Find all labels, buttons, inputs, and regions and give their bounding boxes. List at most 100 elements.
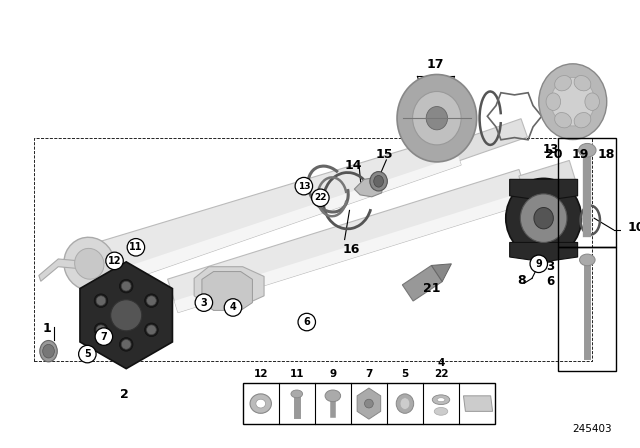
Polygon shape — [509, 242, 578, 262]
Ellipse shape — [437, 398, 445, 402]
Text: 7: 7 — [365, 369, 372, 379]
Circle shape — [295, 177, 312, 195]
Circle shape — [312, 189, 329, 207]
Text: 5: 5 — [401, 369, 408, 379]
Text: 245403: 245403 — [572, 424, 612, 434]
Text: 20: 20 — [545, 147, 562, 160]
Polygon shape — [519, 160, 576, 198]
Ellipse shape — [43, 345, 54, 358]
Ellipse shape — [120, 280, 133, 293]
Polygon shape — [357, 388, 381, 419]
Ellipse shape — [555, 112, 572, 128]
Ellipse shape — [579, 143, 596, 157]
Polygon shape — [194, 267, 264, 306]
Polygon shape — [355, 177, 383, 197]
Circle shape — [530, 255, 548, 272]
Text: 6: 6 — [547, 275, 554, 288]
Ellipse shape — [534, 207, 554, 229]
Circle shape — [79, 345, 96, 363]
Text: 4
22: 4 22 — [434, 358, 448, 379]
Polygon shape — [168, 169, 529, 313]
Text: 8: 8 — [517, 274, 525, 287]
Ellipse shape — [520, 194, 567, 242]
Polygon shape — [39, 259, 79, 281]
Ellipse shape — [413, 91, 461, 145]
Ellipse shape — [432, 395, 450, 405]
Text: 11: 11 — [289, 369, 304, 379]
Ellipse shape — [147, 325, 156, 335]
Ellipse shape — [546, 93, 561, 110]
Text: 4: 4 — [230, 302, 236, 313]
Polygon shape — [509, 179, 578, 201]
Circle shape — [298, 313, 316, 331]
Text: 6: 6 — [303, 317, 310, 327]
Ellipse shape — [400, 398, 410, 409]
Polygon shape — [451, 119, 527, 161]
Text: 15: 15 — [376, 147, 393, 160]
Circle shape — [195, 294, 212, 311]
Bar — [558, 138, 616, 247]
Ellipse shape — [75, 248, 104, 279]
Polygon shape — [463, 396, 493, 411]
Text: 3: 3 — [200, 297, 207, 308]
Ellipse shape — [396, 394, 413, 414]
Ellipse shape — [40, 340, 57, 362]
Ellipse shape — [147, 296, 156, 306]
Bar — [243, 383, 495, 424]
Circle shape — [127, 239, 145, 256]
Ellipse shape — [96, 325, 106, 335]
Ellipse shape — [291, 390, 303, 398]
Text: 21: 21 — [423, 282, 441, 295]
Ellipse shape — [122, 281, 131, 291]
Ellipse shape — [94, 323, 108, 336]
Ellipse shape — [325, 390, 340, 402]
Circle shape — [106, 252, 124, 270]
Bar — [558, 247, 616, 370]
Polygon shape — [90, 135, 461, 289]
Ellipse shape — [426, 107, 447, 130]
Ellipse shape — [580, 254, 595, 266]
Ellipse shape — [574, 112, 591, 128]
Text: 9: 9 — [536, 259, 542, 269]
Text: 14: 14 — [344, 159, 362, 172]
Ellipse shape — [397, 74, 477, 162]
Text: 13: 13 — [542, 143, 559, 156]
Text: 10: 10 — [627, 221, 640, 234]
Ellipse shape — [96, 296, 106, 306]
Text: 7: 7 — [100, 332, 108, 342]
Text: 3: 3 — [547, 260, 554, 273]
Ellipse shape — [539, 64, 607, 139]
Text: 1: 1 — [42, 323, 51, 336]
Ellipse shape — [120, 338, 133, 351]
Text: 19: 19 — [572, 147, 589, 160]
Polygon shape — [174, 191, 529, 313]
Text: 9: 9 — [329, 369, 337, 379]
Text: 13: 13 — [298, 181, 310, 191]
Ellipse shape — [256, 399, 266, 408]
Ellipse shape — [555, 76, 572, 91]
Text: 17: 17 — [426, 58, 444, 71]
Text: 11: 11 — [129, 242, 143, 252]
Text: 18: 18 — [598, 147, 616, 160]
Ellipse shape — [434, 408, 448, 415]
Polygon shape — [403, 265, 442, 301]
Polygon shape — [100, 156, 461, 289]
Ellipse shape — [122, 340, 131, 349]
Circle shape — [224, 299, 242, 316]
Polygon shape — [431, 264, 451, 282]
Ellipse shape — [111, 300, 141, 331]
Text: 2: 2 — [120, 388, 129, 401]
Text: 5: 5 — [84, 349, 91, 359]
Text: 22: 22 — [314, 193, 326, 202]
Text: 16: 16 — [343, 243, 360, 256]
Polygon shape — [202, 271, 252, 310]
Ellipse shape — [94, 294, 108, 307]
Ellipse shape — [250, 394, 271, 414]
Ellipse shape — [64, 237, 115, 290]
Text: 12: 12 — [108, 256, 122, 266]
Ellipse shape — [145, 323, 158, 336]
Ellipse shape — [574, 76, 591, 91]
Ellipse shape — [145, 294, 158, 307]
Ellipse shape — [585, 93, 600, 110]
Text: 12: 12 — [253, 369, 268, 379]
